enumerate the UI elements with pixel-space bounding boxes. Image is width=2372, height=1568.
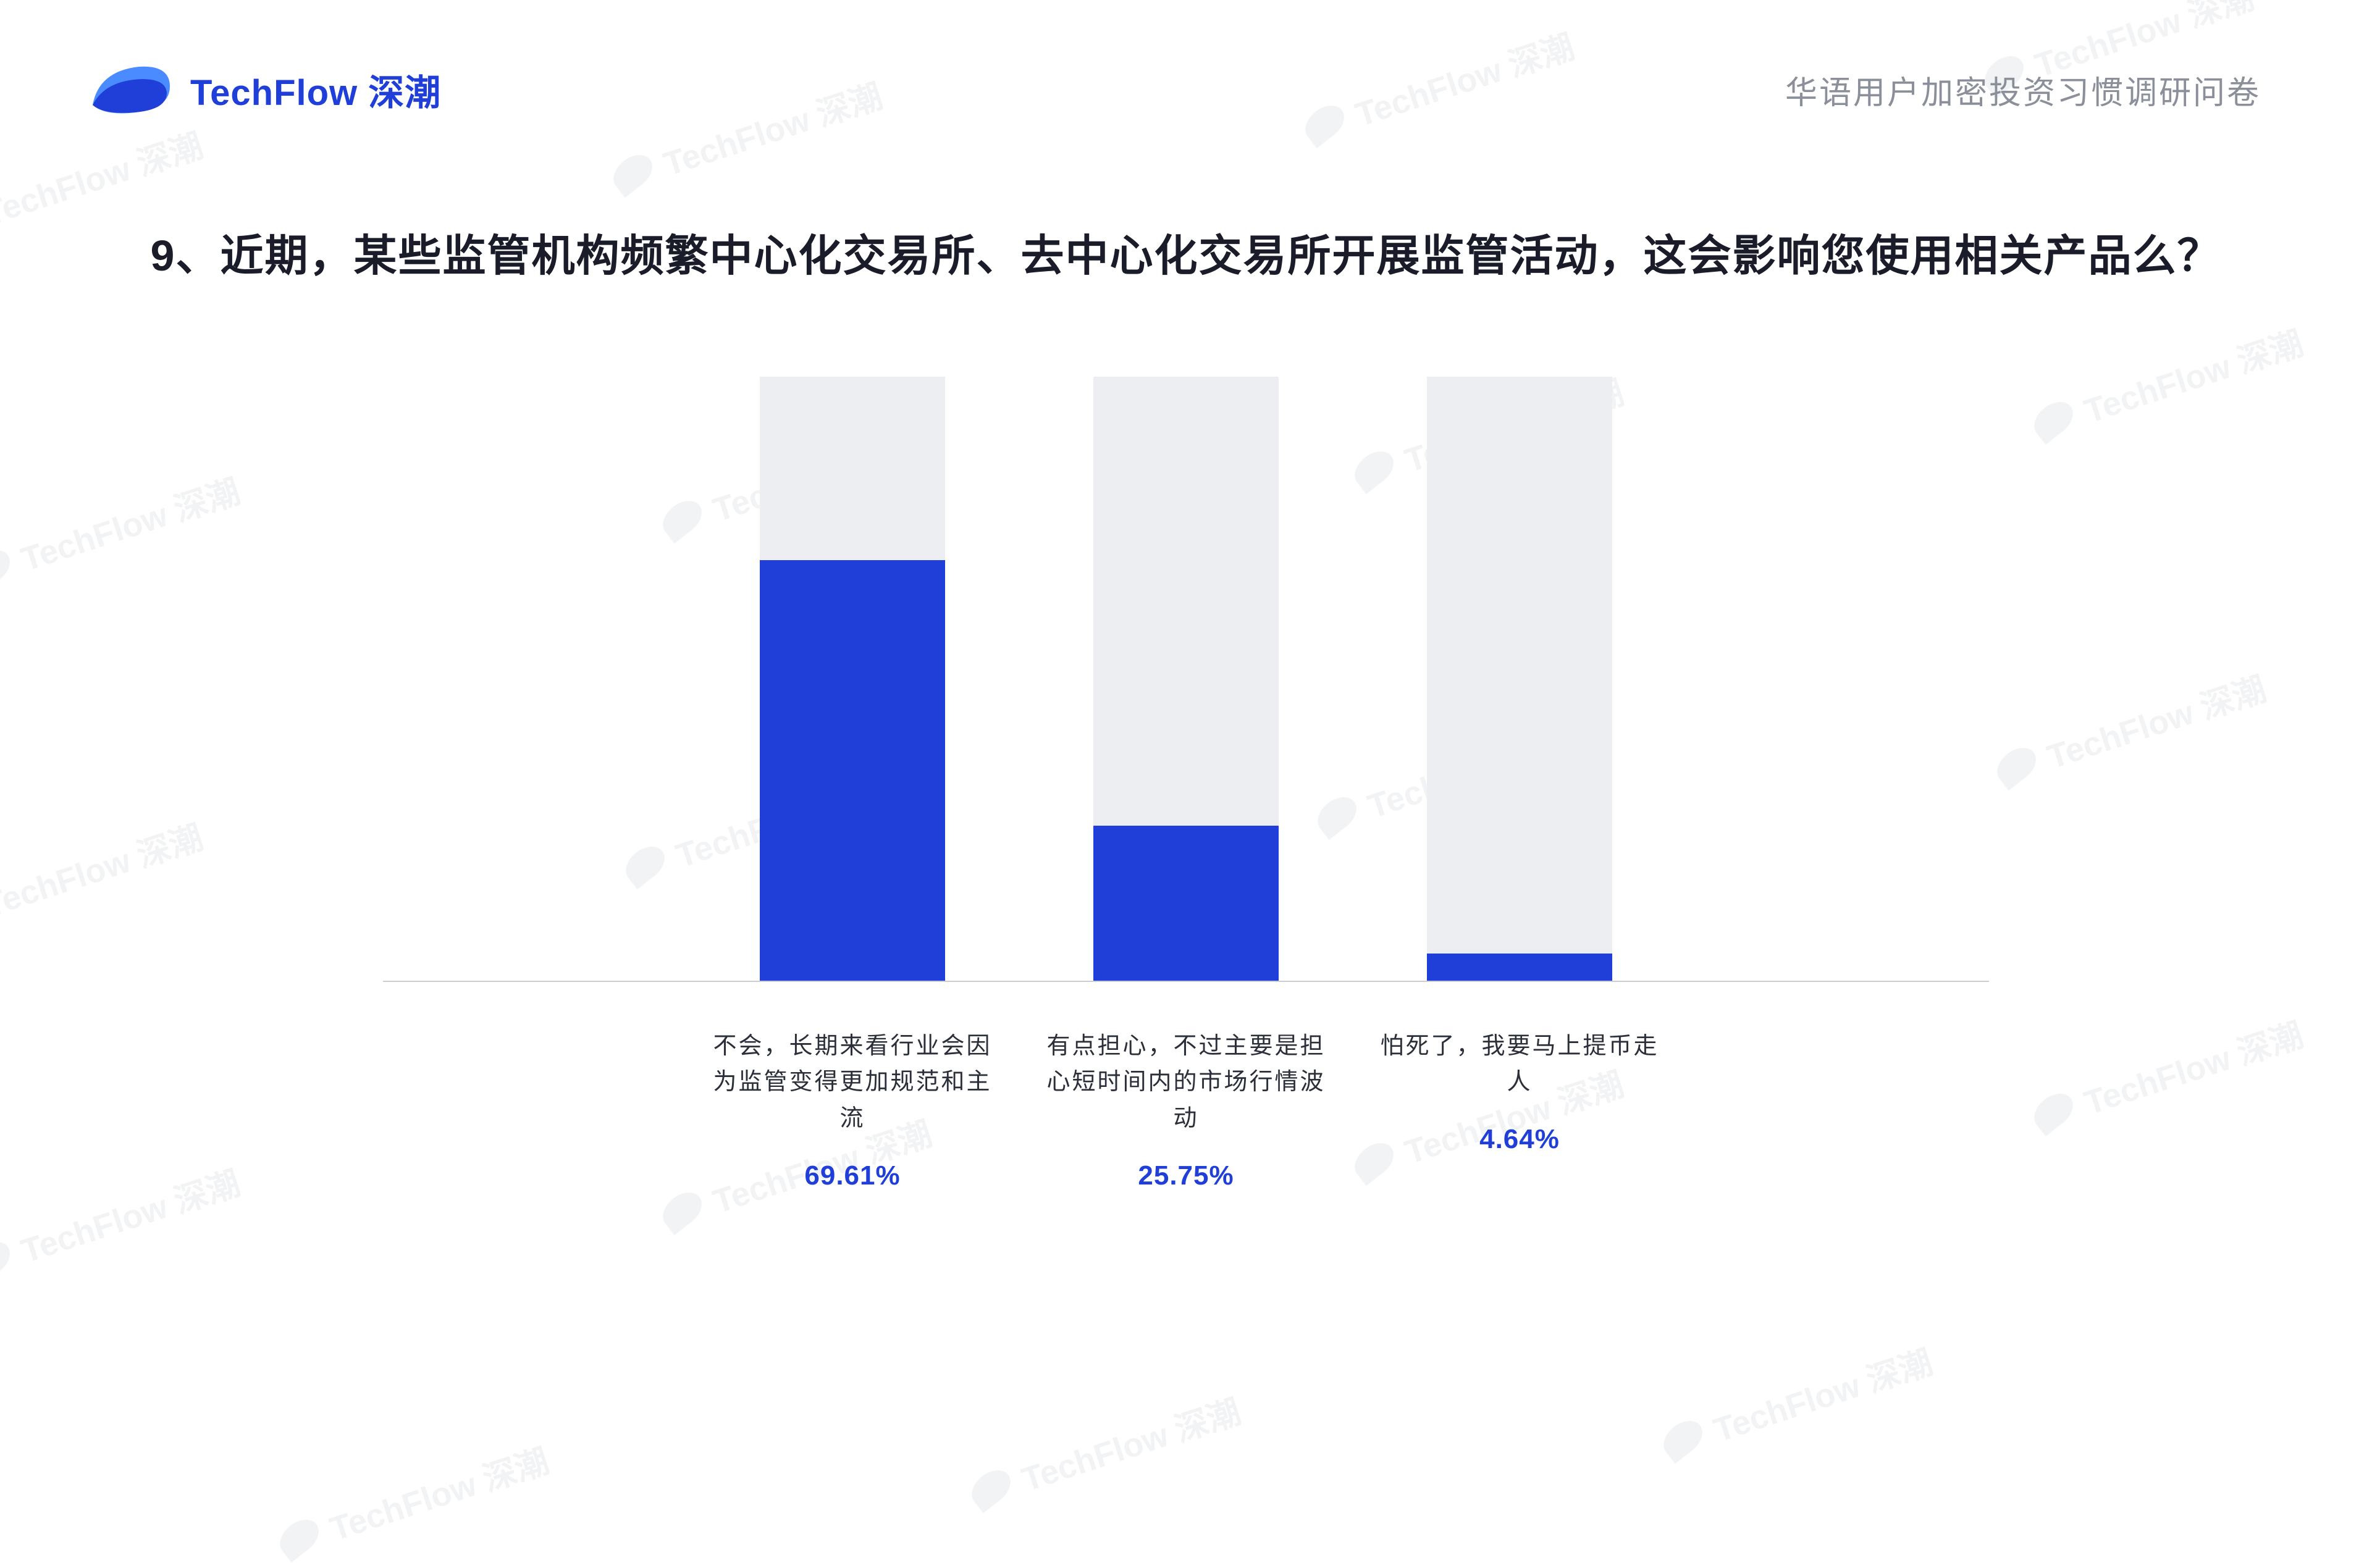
question-title: 9、近期，某些监管机构频繁中心化交易所、去中心化交易所开展监管活动，这会影响您使… [130, 216, 2242, 296]
bar-column [760, 377, 945, 982]
bar-column [1427, 377, 1612, 982]
bar-label: 不会，长期来看行业会因为监管变得更加规范和主流 [707, 1028, 998, 1138]
bar-track [1093, 377, 1279, 982]
bar-percentage: 4.64% [1374, 1124, 1665, 1155]
bar-column [1093, 377, 1279, 982]
bar-fill [1427, 954, 1612, 981]
bar-percentage: 69.61% [707, 1160, 998, 1191]
bar-fill [760, 560, 945, 981]
survey-title: 华语用户加密投资习惯调研问卷 [1785, 67, 2261, 113]
chart-x-axis [383, 981, 1989, 982]
leaf-icon [86, 62, 173, 117]
bar-track [760, 377, 945, 982]
brand-logo: TechFlow 深潮 [86, 62, 441, 117]
bar-label: 有点担心，不过主要是担心短时间内的市场行情波动 [1041, 1028, 1331, 1138]
bar-label-column: 不会，长期来看行业会因为监管变得更加规范和主流 69.61% [707, 1028, 998, 1192]
bar-label: 怕死了，我要马上提币走人 [1374, 1028, 1665, 1101]
bar-track [1427, 377, 1612, 982]
bar-fill [1093, 826, 1279, 981]
bar-chart [383, 377, 1989, 982]
page-header: TechFlow 深潮 华语用户加密投资习惯调研问卷 [0, 0, 2372, 117]
bar-label-column: 怕死了，我要马上提币走人 4.64% [1374, 1028, 1665, 1192]
bar-label-column: 有点担心，不过主要是担心短时间内的市场行情波动 25.75% [1041, 1028, 1331, 1192]
logo-text: TechFlow 深潮 [190, 64, 441, 115]
bar-percentage: 25.75% [1041, 1160, 1331, 1191]
